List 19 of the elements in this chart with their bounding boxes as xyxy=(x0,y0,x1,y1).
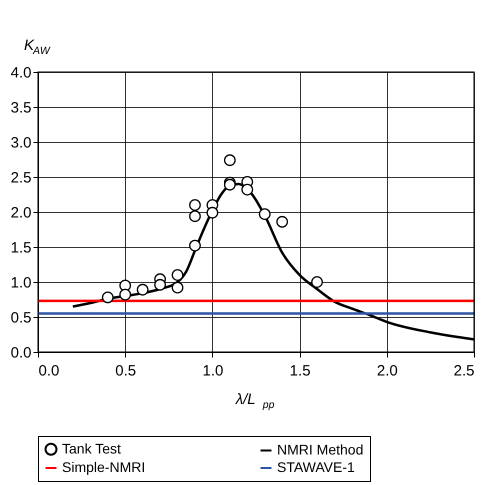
y-tick-label: 2.5 xyxy=(10,170,32,186)
legend-label: Simple-NMRI xyxy=(62,459,146,475)
x-tick-label: 0.5 xyxy=(115,362,136,380)
x-tick-label: 0.0 xyxy=(38,362,60,380)
y-tick-label: 4.0 xyxy=(10,64,32,82)
y-tick-label: 3.0 xyxy=(10,134,32,152)
x-tick-label: 2.0 xyxy=(376,362,398,380)
y-tick-label: 3.5 xyxy=(10,100,32,116)
y-tick-label: 0.5 xyxy=(10,310,32,326)
legend-label: NMRI Method xyxy=(277,442,364,458)
legend-label: Tank Test xyxy=(62,440,121,456)
x-tick-label: 2.5 xyxy=(454,362,474,380)
legend-label: STAWAVE-1 xyxy=(277,459,355,475)
y-tick-label: 2.0 xyxy=(10,204,32,222)
y-tick-label: 1.0 xyxy=(10,274,32,292)
y-tick-label: 0.0 xyxy=(10,344,32,362)
x-tick-label: 1.5 xyxy=(290,362,311,380)
y-tick-label: 1.5 xyxy=(10,240,32,256)
x-tick-label: 1.0 xyxy=(202,362,224,380)
